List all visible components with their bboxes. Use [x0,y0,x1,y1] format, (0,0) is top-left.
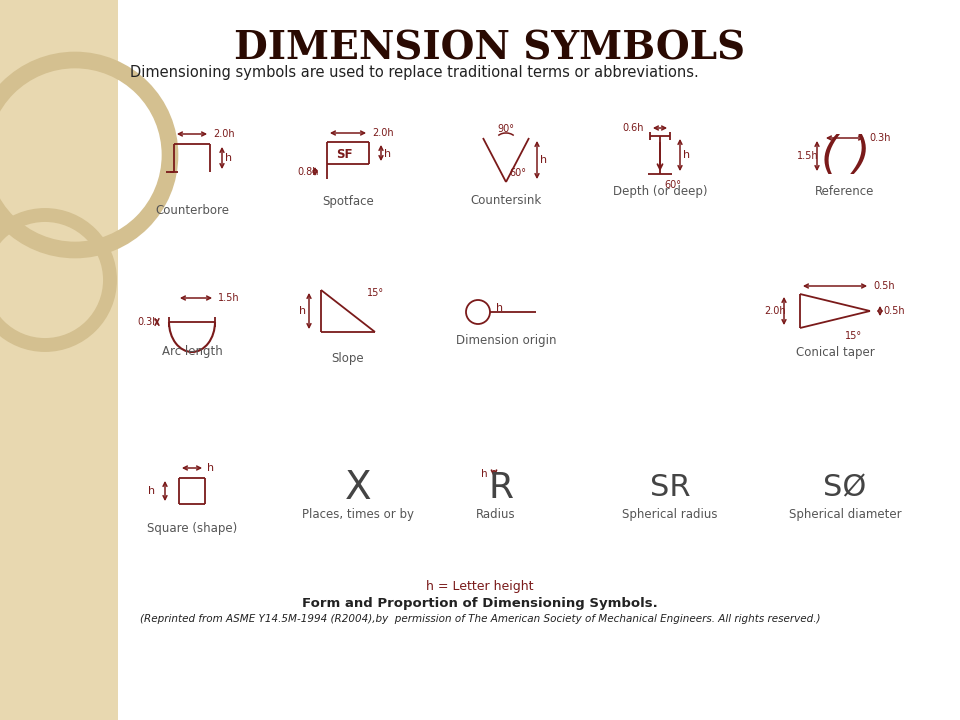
Text: SØ: SØ [824,474,867,503]
Text: 15°: 15° [845,331,862,341]
Text: Conical taper: Conical taper [796,346,875,359]
Text: Countersink: Countersink [470,194,541,207]
Text: 90°: 90° [497,124,515,134]
Text: Spherical diameter: Spherical diameter [789,508,901,521]
Text: h: h [384,149,391,159]
Text: Places, times or by: Places, times or by [302,508,414,521]
Text: SR: SR [650,474,690,503]
Text: 1.5h: 1.5h [797,151,819,161]
Text: 2.0h: 2.0h [213,129,234,139]
Text: 0.6h: 0.6h [622,123,643,133]
Text: 0.8h: 0.8h [297,167,319,177]
Text: Slope: Slope [332,352,364,365]
Bar [0,0,118,720]
Text: Arc length: Arc length [161,345,223,358]
Text: 0.3h: 0.3h [137,317,158,327]
Text: h: h [496,303,503,313]
Text: 2.0h: 2.0h [372,128,394,138]
Text: h: h [540,155,547,165]
Text: 60°: 60° [664,180,681,190]
Text: h: h [225,153,232,163]
Text: 2.0h: 2.0h [764,306,785,316]
Text: SF: SF [336,148,352,161]
Text: Form and Proportion of Dimensioning Symbols.: Form and Proportion of Dimensioning Symb… [302,597,658,610]
Text: Depth (or deep): Depth (or deep) [612,185,708,198]
Text: h = Letter height: h = Letter height [426,580,534,593]
Text: ): ) [852,135,870,178]
Text: (: ( [820,135,838,178]
Text: 0.3h: 0.3h [869,133,891,143]
Text: DIMENSION SYMBOLS: DIMENSION SYMBOLS [234,30,746,68]
Text: h: h [299,306,306,316]
Text: Dimension origin: Dimension origin [456,334,556,347]
Text: h: h [148,486,155,496]
Text: Spherical radius: Spherical radius [622,508,718,521]
Text: Counterbore: Counterbore [155,204,229,217]
Text: R: R [489,471,514,505]
Text: h: h [683,150,690,160]
Text: (Reprinted from ASME Y14.5M-1994 (R2004),by  permission of The American Society : (Reprinted from ASME Y14.5M-1994 (R2004)… [140,614,820,624]
Text: 60°: 60° [509,168,526,178]
Text: X: X [345,469,372,507]
Text: h: h [481,469,488,479]
Text: Dimensioning symbols are used to replace traditional terms or abbreviations.: Dimensioning symbols are used to replace… [130,65,699,80]
Text: Radius: Radius [476,508,516,521]
Text: Square (shape): Square (shape) [147,522,237,535]
Text: Spotface: Spotface [323,195,373,208]
Text: 0.5h: 0.5h [873,281,895,291]
Text: 15°: 15° [367,288,384,298]
Text: 1.5h: 1.5h [218,293,240,303]
Text: h: h [207,463,214,473]
Text: Reference: Reference [815,185,875,198]
Text: 0.5h: 0.5h [883,306,904,316]
